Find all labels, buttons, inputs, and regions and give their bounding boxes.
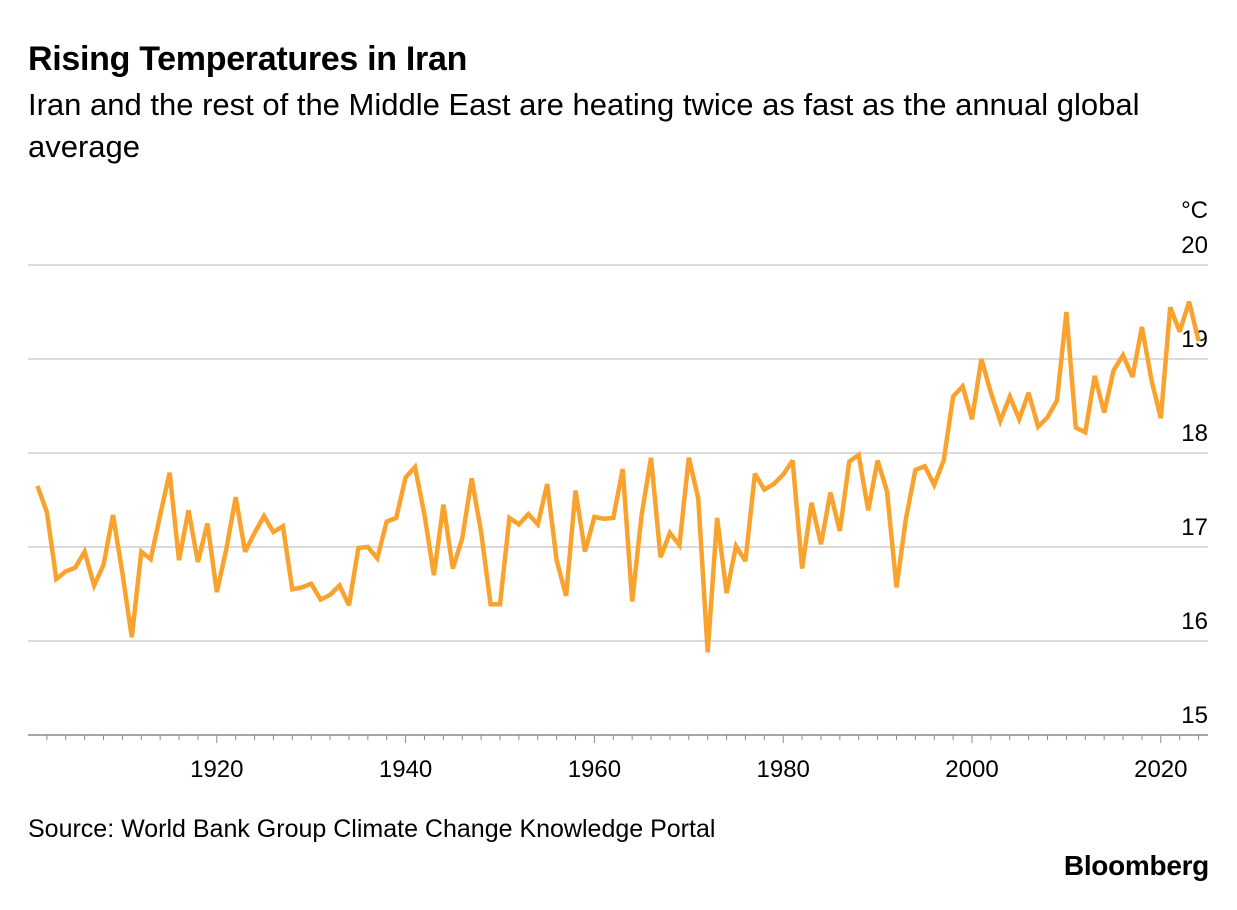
brand-logo: Bloomberg — [1063, 850, 1209, 881]
series-layer — [35, 301, 1201, 653]
x-tick-label-1920: 1920 — [190, 756, 243, 783]
y-tick-label-15: 15 — [1181, 702, 1208, 729]
y-axis-unit-label: °C — [1181, 197, 1208, 224]
series-line-0 — [35, 301, 1201, 653]
y-tick-label-16: 16 — [1181, 608, 1208, 635]
gridlines — [28, 264, 1208, 642]
data-points — [37, 301, 1199, 653]
y-tick-label-20: 20 — [1181, 232, 1208, 259]
x-tick-label-1960: 1960 — [568, 756, 621, 783]
x-tick-label-2000: 2000 — [945, 756, 998, 783]
chart-subtitle: Iran and the rest of the Middle East are… — [28, 87, 1140, 164]
x-tick-label-2020: 2020 — [1134, 756, 1187, 783]
x-axis: 1920 1940 1960 1980 2000 2020 — [28, 734, 1208, 783]
y-tick-label-17: 17 — [1181, 514, 1208, 541]
chart-title: Rising Temperatures in Iran — [28, 40, 468, 78]
source-note: Source: World Bank Group Climate Change … — [28, 815, 716, 843]
x-tick-label-1980: 1980 — [757, 756, 810, 783]
line-chart: 1920 1940 1960 1980 2000 2020 15 16 17 18 1920 °C — [28, 197, 1208, 783]
y-tick-label-18: 18 — [1181, 420, 1208, 447]
x-tick-label-1940: 1940 — [379, 756, 432, 783]
